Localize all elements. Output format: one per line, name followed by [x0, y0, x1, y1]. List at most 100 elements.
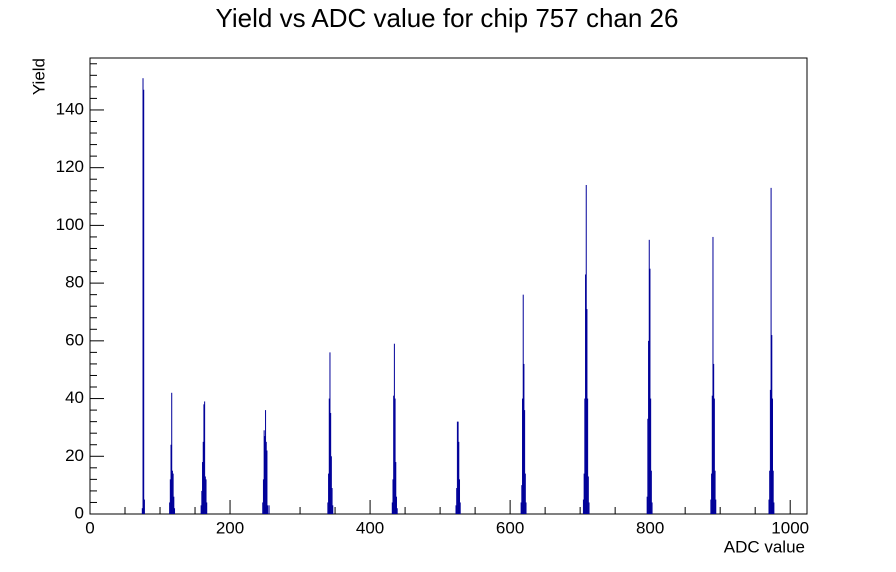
bin: [648, 239, 650, 514]
bin: [650, 470, 652, 514]
bin: [170, 444, 172, 514]
bin: [391, 502, 393, 514]
bin: [768, 499, 770, 514]
bin: [330, 456, 332, 514]
bin: [173, 496, 175, 514]
bin: [649, 268, 651, 514]
bin: [171, 392, 173, 514]
bin: [174, 508, 176, 514]
bin: [771, 335, 773, 514]
bin: [771, 398, 773, 514]
bin: [520, 502, 522, 514]
bin: [266, 450, 268, 514]
bin: [265, 441, 267, 514]
bin: [201, 490, 203, 514]
bin: [459, 479, 461, 514]
y-tick-label: 60: [65, 330, 84, 349]
bin: [651, 502, 653, 514]
bin: [457, 421, 459, 514]
bin: [262, 479, 264, 514]
bin: [587, 476, 589, 514]
bin: [585, 184, 587, 514]
bin: [200, 505, 202, 514]
bin: [585, 274, 587, 514]
bin: [647, 418, 649, 514]
bin: [524, 473, 526, 514]
bin: [169, 479, 171, 514]
bin: [770, 187, 772, 514]
bin: [263, 430, 265, 514]
bin: [171, 470, 173, 514]
bin: [769, 389, 771, 514]
y-tick-label: 40: [65, 388, 84, 407]
bin: [714, 470, 716, 514]
bin: [143, 89, 145, 515]
bin: [458, 441, 460, 514]
x-tick-label: 1000: [771, 518, 809, 537]
bin: [588, 502, 590, 514]
x-tick-label: 600: [496, 518, 524, 537]
bin: [206, 502, 208, 514]
bin: [713, 363, 715, 514]
bin: [204, 401, 206, 514]
bin: [459, 502, 461, 514]
bin: [332, 505, 334, 514]
bin: [522, 294, 524, 514]
bin: [143, 499, 145, 514]
plot-frame: [89, 57, 808, 515]
bin: [268, 505, 270, 514]
bin: [395, 462, 397, 514]
bin: [262, 502, 264, 514]
bin: [328, 398, 330, 514]
bin: [711, 473, 713, 514]
bin: [772, 470, 774, 514]
bin: [455, 505, 457, 514]
bin: [392, 479, 394, 514]
x-tick-label: 800: [636, 518, 664, 537]
y-tick-label: 20: [65, 446, 84, 465]
bin: [265, 410, 267, 514]
bin: [773, 502, 775, 514]
bin: [583, 473, 585, 514]
bin: [715, 499, 717, 514]
bin: [327, 502, 329, 514]
y-axis-label: Yield: [29, 58, 48, 95]
y-tick-label: 140: [56, 99, 84, 118]
bin: [141, 508, 143, 514]
bin: [329, 352, 331, 514]
bin: [172, 473, 174, 514]
bin: [202, 441, 204, 514]
bin: [522, 398, 524, 514]
bin: [328, 473, 330, 514]
bin: [523, 363, 525, 514]
x-tick-label: 400: [356, 518, 384, 537]
bin: [713, 398, 715, 514]
bin: [456, 488, 458, 514]
x-tick-label: 200: [216, 518, 244, 537]
bin: [712, 236, 714, 514]
bin: [456, 421, 458, 514]
bin: [396, 508, 398, 514]
bin: [584, 398, 586, 514]
bin: [142, 78, 144, 515]
x-axis-label: ADC value: [724, 537, 805, 556]
chart-title: Yield vs ADC value for chip 757 chan 26: [216, 3, 679, 33]
y-tick-label: 0: [75, 503, 84, 522]
y-tick-label: 120: [56, 157, 84, 176]
bin: [203, 404, 205, 514]
y-tick-label: 80: [65, 273, 84, 292]
bin: [582, 499, 584, 514]
bin: [646, 496, 648, 514]
bin: [395, 496, 397, 514]
bin: [525, 502, 527, 514]
bin: [202, 462, 204, 514]
bin: [521, 485, 523, 514]
bin: [169, 502, 171, 514]
bin: [710, 499, 712, 514]
bin: [650, 398, 652, 514]
x-tick-label: 0: [85, 518, 94, 537]
y-tick-label: 100: [56, 215, 84, 234]
bin: [204, 476, 206, 514]
